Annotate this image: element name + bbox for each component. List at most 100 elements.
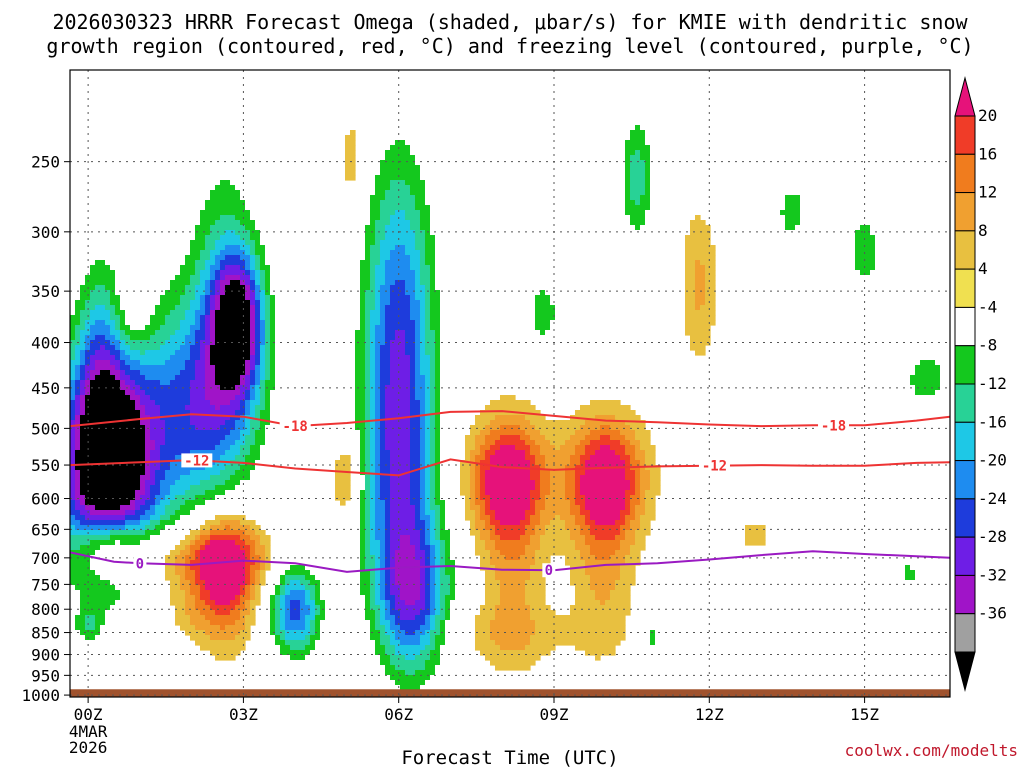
omega-cell [265, 545, 271, 551]
omega-cell [345, 410, 356, 416]
omega-cell [685, 285, 696, 291]
omega-cell [435, 510, 441, 516]
omega-cell [75, 310, 81, 316]
omega-cell [425, 520, 431, 526]
omega-cell [615, 580, 636, 586]
omega-cell [870, 230, 886, 236]
omega-cell [90, 360, 96, 366]
omega-cell [70, 290, 81, 296]
omega-cell [475, 645, 501, 651]
omega-cell [195, 550, 201, 556]
omega-cell [400, 625, 421, 631]
omega-cell [470, 490, 476, 496]
omega-cell [530, 490, 541, 496]
omega-cell [625, 530, 636, 536]
omega-cell [905, 565, 911, 571]
omega-cell [430, 675, 446, 681]
omega-cell [220, 520, 241, 526]
omega-cell [375, 350, 381, 356]
omega-cell [345, 135, 356, 141]
omega-cell [170, 485, 191, 491]
omega-cell [165, 565, 176, 571]
omega-cell [355, 410, 366, 416]
omega-cell [640, 465, 646, 471]
omega-cell [440, 485, 451, 491]
omega-cell [365, 330, 371, 336]
omega-cell [165, 440, 221, 446]
omega-cell [365, 340, 371, 346]
omega-cell [275, 295, 281, 301]
omega-cell [365, 480, 371, 486]
omega-cell [625, 115, 651, 121]
omega-cell [625, 420, 646, 426]
omega-cell [900, 395, 950, 401]
omega-cell [540, 465, 546, 471]
omega-cell [695, 305, 701, 311]
omega-cell [500, 590, 526, 596]
omega-cell [430, 295, 441, 301]
omega-cell [380, 420, 386, 426]
omega-cell [250, 430, 256, 436]
omega-cell [525, 580, 546, 586]
omega-cell [595, 535, 616, 541]
omega-cell [350, 590, 361, 596]
omega-cell [250, 565, 261, 571]
omega-cell [625, 235, 651, 241]
omega-cell [80, 340, 86, 346]
omega-cell [160, 405, 186, 411]
omega-cell [75, 435, 81, 441]
omega-cell [485, 455, 491, 461]
omega-cell [200, 340, 211, 346]
omega-cell [370, 250, 381, 256]
omega-cell [590, 545, 621, 551]
omega-cell [240, 280, 246, 286]
omega-cell [235, 635, 251, 641]
omega-cell [640, 515, 656, 521]
omega-cell [265, 345, 271, 351]
omega-cell [370, 375, 376, 381]
y-tick-label: 500 [31, 419, 60, 438]
omega-cell [420, 635, 431, 641]
omega-cell [145, 465, 151, 471]
omega-cell [410, 445, 421, 451]
omega-cell [415, 375, 426, 381]
omega-cell [75, 370, 81, 376]
omega-cell [405, 140, 431, 146]
omega-cell [360, 315, 366, 321]
omega-cell [165, 495, 176, 501]
omega-cell [490, 530, 496, 536]
omega-cell [210, 330, 216, 336]
omega-cell [525, 510, 536, 516]
omega-cell [410, 400, 421, 406]
omega-cell [525, 595, 546, 601]
omega-cell [550, 295, 561, 301]
omega-cell [630, 155, 641, 161]
omega-cell [210, 315, 216, 321]
omega-cell [395, 645, 426, 651]
omega-cell [370, 400, 376, 406]
omega-cell [250, 605, 256, 611]
omega-cell [400, 590, 421, 596]
omega-cell [75, 335, 81, 341]
omega-cell [285, 585, 306, 591]
omega-cell [260, 420, 271, 426]
omega-cell [440, 370, 451, 376]
omega-cell [555, 515, 561, 521]
omega-cell [100, 370, 111, 376]
omega-cell [285, 640, 311, 646]
omega-cell [380, 160, 416, 166]
omega-cell [800, 205, 811, 211]
omega-cell [380, 295, 391, 301]
omega-cell [215, 275, 221, 281]
omega-cell [430, 480, 436, 486]
omega-cell [75, 415, 81, 421]
omega-cell [695, 290, 706, 296]
omega-cell [365, 295, 376, 301]
omega-cell [625, 195, 631, 201]
omega-cell [125, 315, 151, 321]
omega-cell [425, 605, 431, 611]
omega-cell [435, 555, 441, 561]
omega-cell [365, 460, 371, 466]
omega-cell [435, 405, 441, 411]
omega-cell [95, 225, 126, 231]
